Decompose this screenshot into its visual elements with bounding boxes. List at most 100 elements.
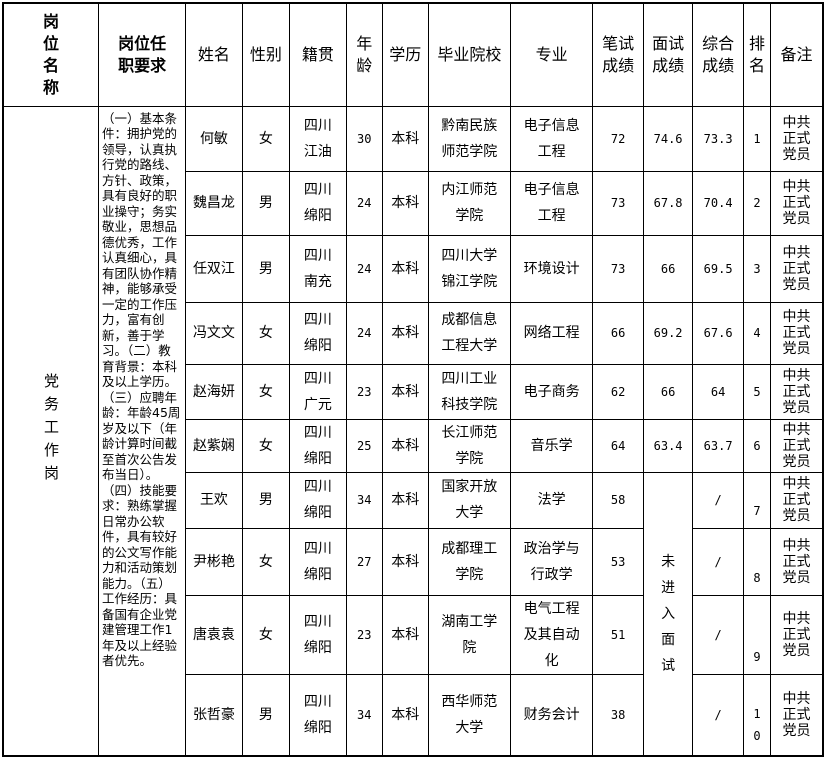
written-score-cell: 53 xyxy=(592,527,644,596)
origin-cell: 四川绵阳 xyxy=(289,471,347,529)
gender-cell: 女 xyxy=(241,105,291,172)
interview-score-cell: 74.6 xyxy=(642,105,694,172)
gender-cell: 男 xyxy=(241,471,291,529)
major-cell: 电气工程及其自动化 xyxy=(509,594,594,675)
education-cell: 本科 xyxy=(381,594,429,675)
header-rank: 排名 xyxy=(742,2,772,107)
rank-cell: 8 xyxy=(742,527,772,596)
school-cell: 内江师范学院 xyxy=(427,170,511,236)
rank-cell: 10 xyxy=(742,673,772,757)
header-total: 综合成绩 xyxy=(692,2,744,107)
age-cell: 27 xyxy=(345,527,383,596)
total-score-cell: / xyxy=(692,594,744,675)
gender-cell: 女 xyxy=(241,363,291,420)
header-note: 备注 xyxy=(770,2,824,107)
interview-score-cell: 66 xyxy=(642,234,694,303)
header-age: 年龄 xyxy=(345,2,383,107)
school-cell: 西华师范大学 xyxy=(427,673,511,757)
rank-cell: 1 xyxy=(742,105,772,172)
gender-cell: 男 xyxy=(241,234,291,303)
education-cell: 本科 xyxy=(381,234,429,303)
school-cell: 国家开放大学 xyxy=(427,471,511,529)
school-cell: 黔南民族师范学院 xyxy=(427,105,511,172)
total-score-cell: 64 xyxy=(692,363,744,420)
rank-cell: 9 xyxy=(742,594,772,675)
note-cell: 中共正式党员 xyxy=(770,418,824,473)
rank-cell: 7 xyxy=(742,471,772,529)
major-cell: 财务会计 xyxy=(509,673,594,757)
header-education: 学历 xyxy=(381,2,429,107)
total-score-cell: / xyxy=(692,471,744,529)
name-cell: 魏昌龙 xyxy=(185,170,243,236)
origin-cell: 四川江油 xyxy=(289,105,347,172)
name-cell: 张哲豪 xyxy=(185,673,243,757)
written-score-cell: 73 xyxy=(592,170,644,236)
major-cell: 政治学与行政学 xyxy=(509,527,594,596)
age-cell: 25 xyxy=(345,418,383,473)
education-cell: 本科 xyxy=(381,170,429,236)
school-cell: 长江师范学院 xyxy=(427,418,511,473)
major-cell: 网络工程 xyxy=(509,301,594,365)
written-score-cell: 58 xyxy=(592,471,644,529)
interview-score-cell: 69.2 xyxy=(642,301,694,365)
age-cell: 23 xyxy=(345,594,383,675)
school-cell: 四川工业科技学院 xyxy=(427,363,511,420)
written-score-cell: 73 xyxy=(592,234,644,303)
gender-cell: 男 xyxy=(241,170,291,236)
school-cell: 湖南工学院 xyxy=(427,594,511,675)
age-cell: 30 xyxy=(345,105,383,172)
total-score-cell: / xyxy=(692,673,744,757)
header-requirements: 岗位任职要求 xyxy=(97,2,187,107)
total-score-cell: 73.3 xyxy=(692,105,744,172)
education-cell: 本科 xyxy=(381,418,429,473)
rank-cell: 4 xyxy=(742,301,772,365)
gender-cell: 女 xyxy=(241,301,291,365)
gender-cell: 女 xyxy=(241,527,291,596)
interview-score-cell: 66 xyxy=(642,363,694,420)
name-cell: 冯文文 xyxy=(185,301,243,365)
school-cell: 成都信息工程大学 xyxy=(427,301,511,365)
header-major: 专业 xyxy=(509,2,594,107)
note-cell: 中共正式党员 xyxy=(770,471,824,529)
interview-score-cell: 63.4 xyxy=(642,418,694,473)
origin-cell: 四川绵阳 xyxy=(289,418,347,473)
table-row: 党务工作岗 （一）基本条件：拥护党的领导，认真执行党的路线、方针、政策，具有良好的… xyxy=(2,105,824,757)
note-cell: 中共正式党员 xyxy=(770,594,824,675)
written-score-cell: 38 xyxy=(592,673,644,757)
interview-score-cell: 67.8 xyxy=(642,170,694,236)
note-cell: 中共正式党员 xyxy=(770,301,824,365)
header-interview: 面试成绩 xyxy=(642,2,694,107)
not-interviewed-cell: 未进入面试 xyxy=(642,471,694,757)
major-cell: 法学 xyxy=(509,471,594,529)
note-cell: 中共正式党员 xyxy=(770,363,824,420)
age-cell: 23 xyxy=(345,363,383,420)
header-school: 毕业院校 xyxy=(427,2,511,107)
requirements-cell: （一）基本条件：拥护党的领导，认真执行党的路线、方针、政策，具有良好的职业操守；… xyxy=(97,105,187,757)
name-cell: 唐袁袁 xyxy=(185,594,243,675)
education-cell: 本科 xyxy=(381,363,429,420)
table-row: 尹彬艳女四川绵阳 27 本科 成都理工学院 政治学与行政学 53 /8 中共正式党员 xyxy=(3,527,824,596)
gender-cell: 女 xyxy=(241,594,291,675)
note-cell: 中共正式党员 xyxy=(770,170,824,236)
major-cell: 电子信息工程 xyxy=(509,105,594,172)
table-row: 魏昌龙男四川绵阳 24 本科 内江师范学院 电子信息工程 73 67.8 70.4 2 中共正式党… xyxy=(3,170,824,236)
origin-cell: 四川南充 xyxy=(289,234,347,303)
total-score-cell: / xyxy=(692,527,744,596)
written-score-cell: 51 xyxy=(592,594,644,675)
origin-cell: 四川绵阳 xyxy=(289,673,347,757)
total-score-cell: 67.6 xyxy=(692,301,744,365)
education-cell: 本科 xyxy=(381,301,429,365)
major-cell: 电子商务 xyxy=(509,363,594,420)
position-cell: 党务工作岗 xyxy=(2,105,99,757)
name-cell: 赵紫娴 xyxy=(185,418,243,473)
table-row: 赵紫娴女四川绵阳 25 本科 长江师范学院 音乐学 64 63.4 63.7 6 中共正式党员 xyxy=(3,418,824,473)
rank-cell: 5 xyxy=(742,363,772,420)
name-cell: 尹彬艳 xyxy=(185,527,243,596)
origin-cell: 四川绵阳 xyxy=(289,527,347,596)
table-row: 张哲豪男四川绵阳 34 本科 西华师范大学 财务会计 38 /10 中共正式党员 xyxy=(3,673,824,757)
rank-cell: 2 xyxy=(742,170,772,236)
major-cell: 电子信息工程 xyxy=(509,170,594,236)
gender-cell: 女 xyxy=(241,418,291,473)
age-cell: 34 xyxy=(345,673,383,757)
